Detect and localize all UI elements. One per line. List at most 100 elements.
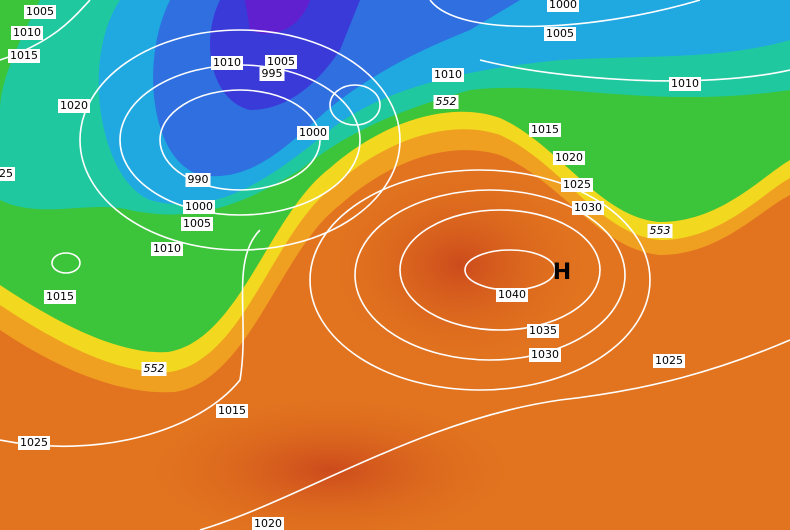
label-bg (647, 224, 673, 238)
label-bg (259, 67, 285, 81)
isobar (479, 59, 790, 82)
contour-label: 1005 (24, 5, 56, 19)
band-violet (245, 0, 310, 34)
label-bg (11, 26, 43, 40)
isobar (199, 339, 790, 530)
label-text: 1015 (218, 404, 246, 417)
contour-label: 1010 (11, 26, 43, 40)
label-bg (265, 55, 297, 69)
label-bg (0, 167, 15, 181)
contour-label: 1015 (529, 123, 561, 137)
label-text: 1030 (574, 201, 602, 214)
label-bg (496, 288, 528, 302)
isobar (429, 0, 701, 28)
contour-label: 1015 (8, 49, 40, 63)
contour-label: 1030 (572, 201, 604, 215)
label-text: 1040 (498, 288, 526, 301)
contour-label: 1020 (58, 99, 90, 113)
label-bg (561, 178, 593, 192)
label-bg (183, 200, 215, 214)
isobar (309, 169, 651, 391)
label-bg (185, 173, 211, 187)
label-bg (24, 5, 56, 19)
label-text: 1035 (529, 324, 557, 337)
contour-label: 1005 (265, 55, 297, 69)
label-text: 1025 (20, 436, 48, 449)
label-bg (553, 151, 585, 165)
label-bg (18, 436, 50, 450)
contour-label: 25 (0, 167, 15, 181)
label-bg (216, 404, 248, 418)
contour-label: 552 (433, 95, 459, 109)
contour-label: 1005 (181, 217, 213, 231)
contour-label: 990 (185, 173, 211, 187)
label-text: 1020 (254, 517, 282, 530)
label-bg (211, 56, 243, 70)
contour-label: 1010 (151, 242, 183, 256)
contour-label: 553 (647, 224, 673, 238)
label-bg (58, 99, 90, 113)
label-text: 1000 (185, 200, 213, 213)
label-text: 1015 (10, 49, 38, 62)
contour-label: 1040 (496, 288, 528, 302)
label-bg (181, 217, 213, 231)
label-bg (8, 49, 40, 63)
label-bg (297, 126, 329, 140)
label-text: 1015 (46, 290, 74, 303)
label-bg (151, 242, 183, 256)
contour-label: 1020 (553, 151, 585, 165)
label-text: 1010 (434, 68, 462, 81)
contour-label: 1015 (44, 290, 76, 304)
labels: 1005101010151020251015101010051000990101… (0, 0, 701, 530)
label-text: 553 (650, 224, 671, 237)
label-bg (547, 0, 579, 12)
label-text: 995 (262, 67, 283, 80)
label-bg (527, 324, 559, 338)
label-text: 1030 (531, 348, 559, 361)
label-text: 990 (188, 173, 209, 186)
label-bg (44, 290, 76, 304)
label-text: 1020 (555, 151, 583, 164)
contour-label: 1015 (216, 404, 248, 418)
label-text: 1010 (153, 242, 181, 255)
isobar (51, 252, 81, 274)
label-text: 1015 (531, 123, 559, 136)
label-text: 552 (436, 95, 457, 108)
contour-label: 552 (141, 362, 167, 376)
contour-label: 1000 (183, 200, 215, 214)
label-text: 1005 (546, 27, 574, 40)
contour-label: 1000 (547, 0, 579, 12)
contour-label: 1030 (529, 348, 561, 362)
label-text: 1005 (267, 55, 295, 68)
isobar (354, 189, 626, 361)
isobar (0, 229, 261, 448)
isobar (329, 84, 381, 126)
contour-label: 1010 (432, 68, 464, 82)
contour-label: 1010 (669, 77, 701, 91)
label-bg (433, 95, 459, 109)
warm-area (130, 390, 530, 530)
label-text: 1000 (299, 126, 327, 139)
contour-label: 995 (259, 67, 285, 81)
contour-label: 1000 (297, 126, 329, 140)
label-text: 1005 (183, 217, 211, 230)
label-text: 25 (0, 167, 13, 180)
contour-label: 1025 (18, 436, 50, 450)
label-bg (653, 354, 685, 368)
contour-label: 1035 (527, 324, 559, 338)
contour-label: 1025 (653, 354, 685, 368)
label-bg (252, 517, 284, 530)
contour-label: 1005 (544, 27, 576, 41)
contour-label: 1020 (252, 517, 284, 530)
label-bg (432, 68, 464, 82)
contour-label: 1010 (211, 56, 243, 70)
label-bg (544, 27, 576, 41)
label-bg (572, 201, 604, 215)
label-text: 1020 (60, 99, 88, 112)
contour-label: 1025 (561, 178, 593, 192)
warm-core (320, 155, 600, 375)
isobar (399, 209, 601, 331)
label-text: 1010 (671, 77, 699, 90)
